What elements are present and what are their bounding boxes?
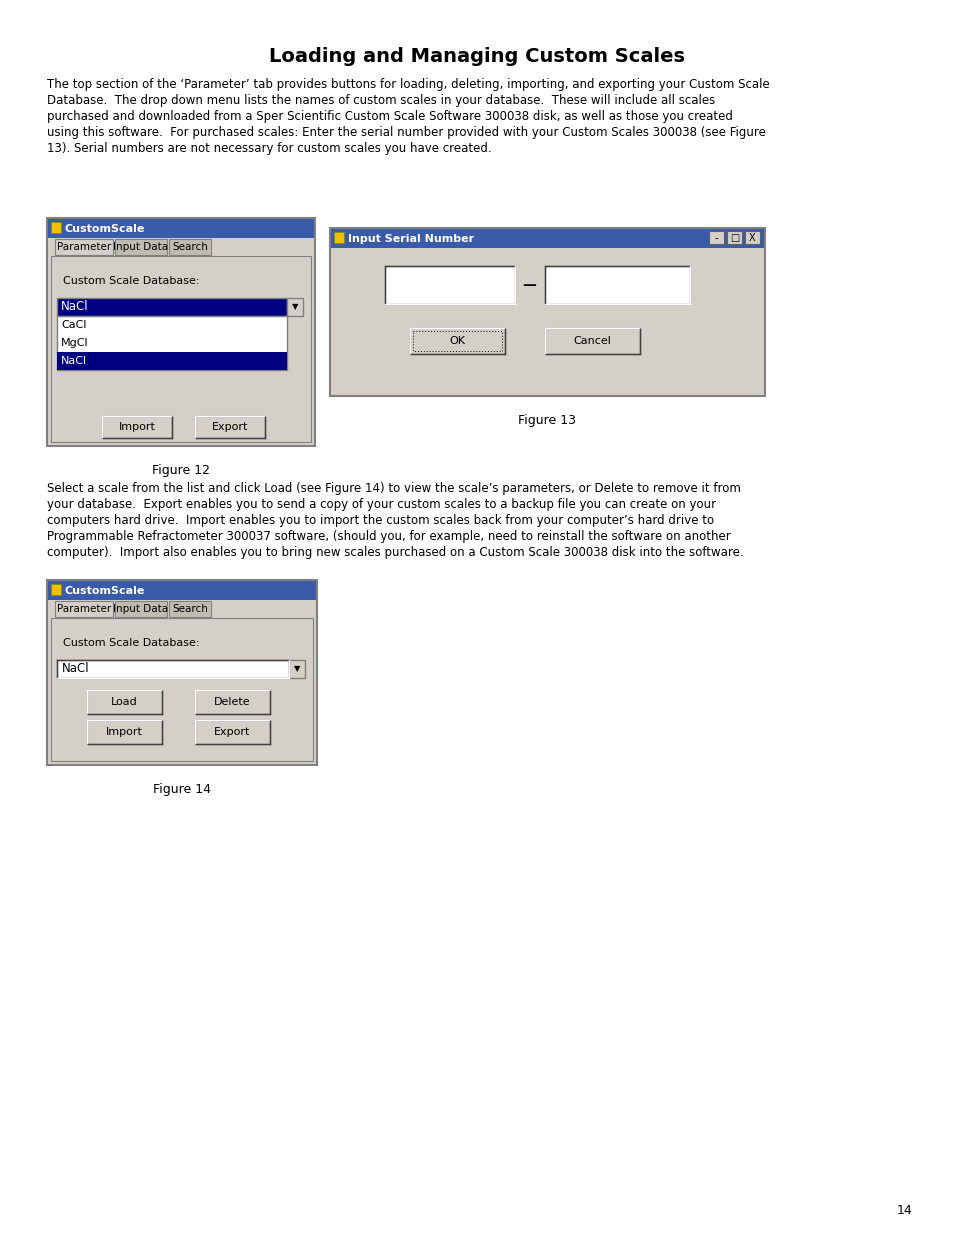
FancyBboxPatch shape [57, 352, 287, 370]
Text: Export: Export [212, 422, 248, 432]
Text: □: □ [729, 233, 739, 243]
FancyBboxPatch shape [194, 416, 265, 438]
Text: Load: Load [111, 697, 138, 706]
Text: ▼: ▼ [292, 303, 298, 311]
FancyBboxPatch shape [169, 601, 211, 618]
Text: your database.  Export enables you to send a copy of your custom scales to a bac: your database. Export enables you to sen… [47, 498, 716, 511]
Text: Figure 13: Figure 13 [518, 414, 576, 427]
Text: Delete: Delete [214, 697, 251, 706]
Text: CustomScale: CustomScale [65, 585, 145, 597]
Text: Select a scale from the list and click Load (see Figure 14) to view the scale’s : Select a scale from the list and click L… [47, 482, 740, 495]
Text: Import: Import [106, 727, 143, 737]
Text: CustomScale: CustomScale [65, 224, 145, 233]
FancyBboxPatch shape [48, 580, 315, 600]
FancyBboxPatch shape [287, 298, 303, 316]
FancyBboxPatch shape [57, 659, 289, 678]
Text: -: - [714, 233, 718, 243]
FancyBboxPatch shape [289, 659, 305, 678]
Text: Figure 12: Figure 12 [152, 464, 210, 477]
Text: Search: Search [172, 604, 208, 614]
Text: ▼: ▼ [294, 664, 300, 673]
FancyBboxPatch shape [57, 316, 287, 370]
Text: Database.  The drop down menu lists the names of custom scales in your database.: Database. The drop down menu lists the n… [47, 94, 715, 107]
FancyBboxPatch shape [87, 720, 162, 743]
FancyBboxPatch shape [55, 601, 112, 618]
FancyBboxPatch shape [55, 240, 112, 254]
FancyBboxPatch shape [51, 222, 61, 233]
Text: purchased and downloaded from a Sper Scientific Custom Scale Software 300038 dis: purchased and downloaded from a Sper Sci… [47, 110, 732, 124]
FancyBboxPatch shape [544, 329, 639, 354]
Text: Custom Scale Database:: Custom Scale Database: [63, 275, 199, 287]
FancyBboxPatch shape [194, 720, 270, 743]
FancyBboxPatch shape [385, 266, 515, 304]
FancyBboxPatch shape [51, 256, 311, 442]
Text: Figure 14: Figure 14 [152, 783, 211, 797]
FancyBboxPatch shape [726, 231, 741, 245]
FancyBboxPatch shape [115, 240, 167, 254]
FancyBboxPatch shape [334, 232, 344, 243]
Text: Import: Import [118, 422, 155, 432]
FancyBboxPatch shape [48, 219, 314, 238]
FancyBboxPatch shape [410, 329, 504, 354]
Text: —: — [521, 278, 536, 291]
Text: 13). Serial numbers are not necessary for custom scales you have created.: 13). Serial numbers are not necessary fo… [47, 142, 491, 156]
Text: Search: Search [172, 242, 208, 252]
FancyBboxPatch shape [708, 231, 723, 245]
FancyBboxPatch shape [51, 618, 313, 761]
FancyBboxPatch shape [47, 580, 316, 764]
Text: Input Data: Input Data [113, 604, 169, 614]
FancyBboxPatch shape [169, 240, 211, 254]
Text: Export: Export [214, 727, 251, 737]
FancyBboxPatch shape [194, 690, 270, 714]
FancyBboxPatch shape [102, 416, 172, 438]
FancyBboxPatch shape [51, 584, 61, 595]
FancyBboxPatch shape [744, 231, 760, 245]
Text: NaCl: NaCl [61, 300, 89, 314]
Text: CaCl: CaCl [61, 320, 87, 330]
Text: Loading and Managing Custom Scales: Loading and Managing Custom Scales [269, 47, 684, 67]
FancyBboxPatch shape [115, 601, 167, 618]
Text: NaCl: NaCl [61, 356, 87, 366]
Text: using this software.  For purchased scales: Enter the serial number provided wit: using this software. For purchased scale… [47, 126, 765, 140]
FancyBboxPatch shape [331, 228, 763, 248]
Text: Cancel: Cancel [573, 336, 611, 346]
FancyBboxPatch shape [544, 266, 689, 304]
Text: Programmable Refractometer 300037 software, (should you, for example, need to re: Programmable Refractometer 300037 softwa… [47, 530, 730, 543]
FancyBboxPatch shape [87, 690, 162, 714]
Text: computer).  Import also enables you to bring new scales purchased on a Custom Sc: computer). Import also enables you to br… [47, 546, 742, 559]
Text: Custom Scale Database:: Custom Scale Database: [63, 638, 199, 648]
Text: computers hard drive.  Import enables you to import the custom scales back from : computers hard drive. Import enables you… [47, 514, 714, 527]
FancyBboxPatch shape [330, 228, 764, 396]
Text: Input Data: Input Data [113, 242, 169, 252]
Text: NaCl: NaCl [62, 662, 90, 676]
FancyBboxPatch shape [47, 219, 314, 446]
Text: Parameter: Parameter [57, 604, 111, 614]
Text: Input Serial Number: Input Serial Number [348, 233, 474, 245]
Text: Parameter: Parameter [57, 242, 111, 252]
Text: The top section of the ‘Parameter’ tab provides buttons for loading, deleting, i: The top section of the ‘Parameter’ tab p… [47, 78, 769, 91]
Text: MgCl: MgCl [61, 338, 89, 348]
FancyBboxPatch shape [57, 298, 287, 316]
Text: OK: OK [449, 336, 465, 346]
Text: X: X [748, 233, 755, 243]
Text: 14: 14 [896, 1203, 912, 1216]
